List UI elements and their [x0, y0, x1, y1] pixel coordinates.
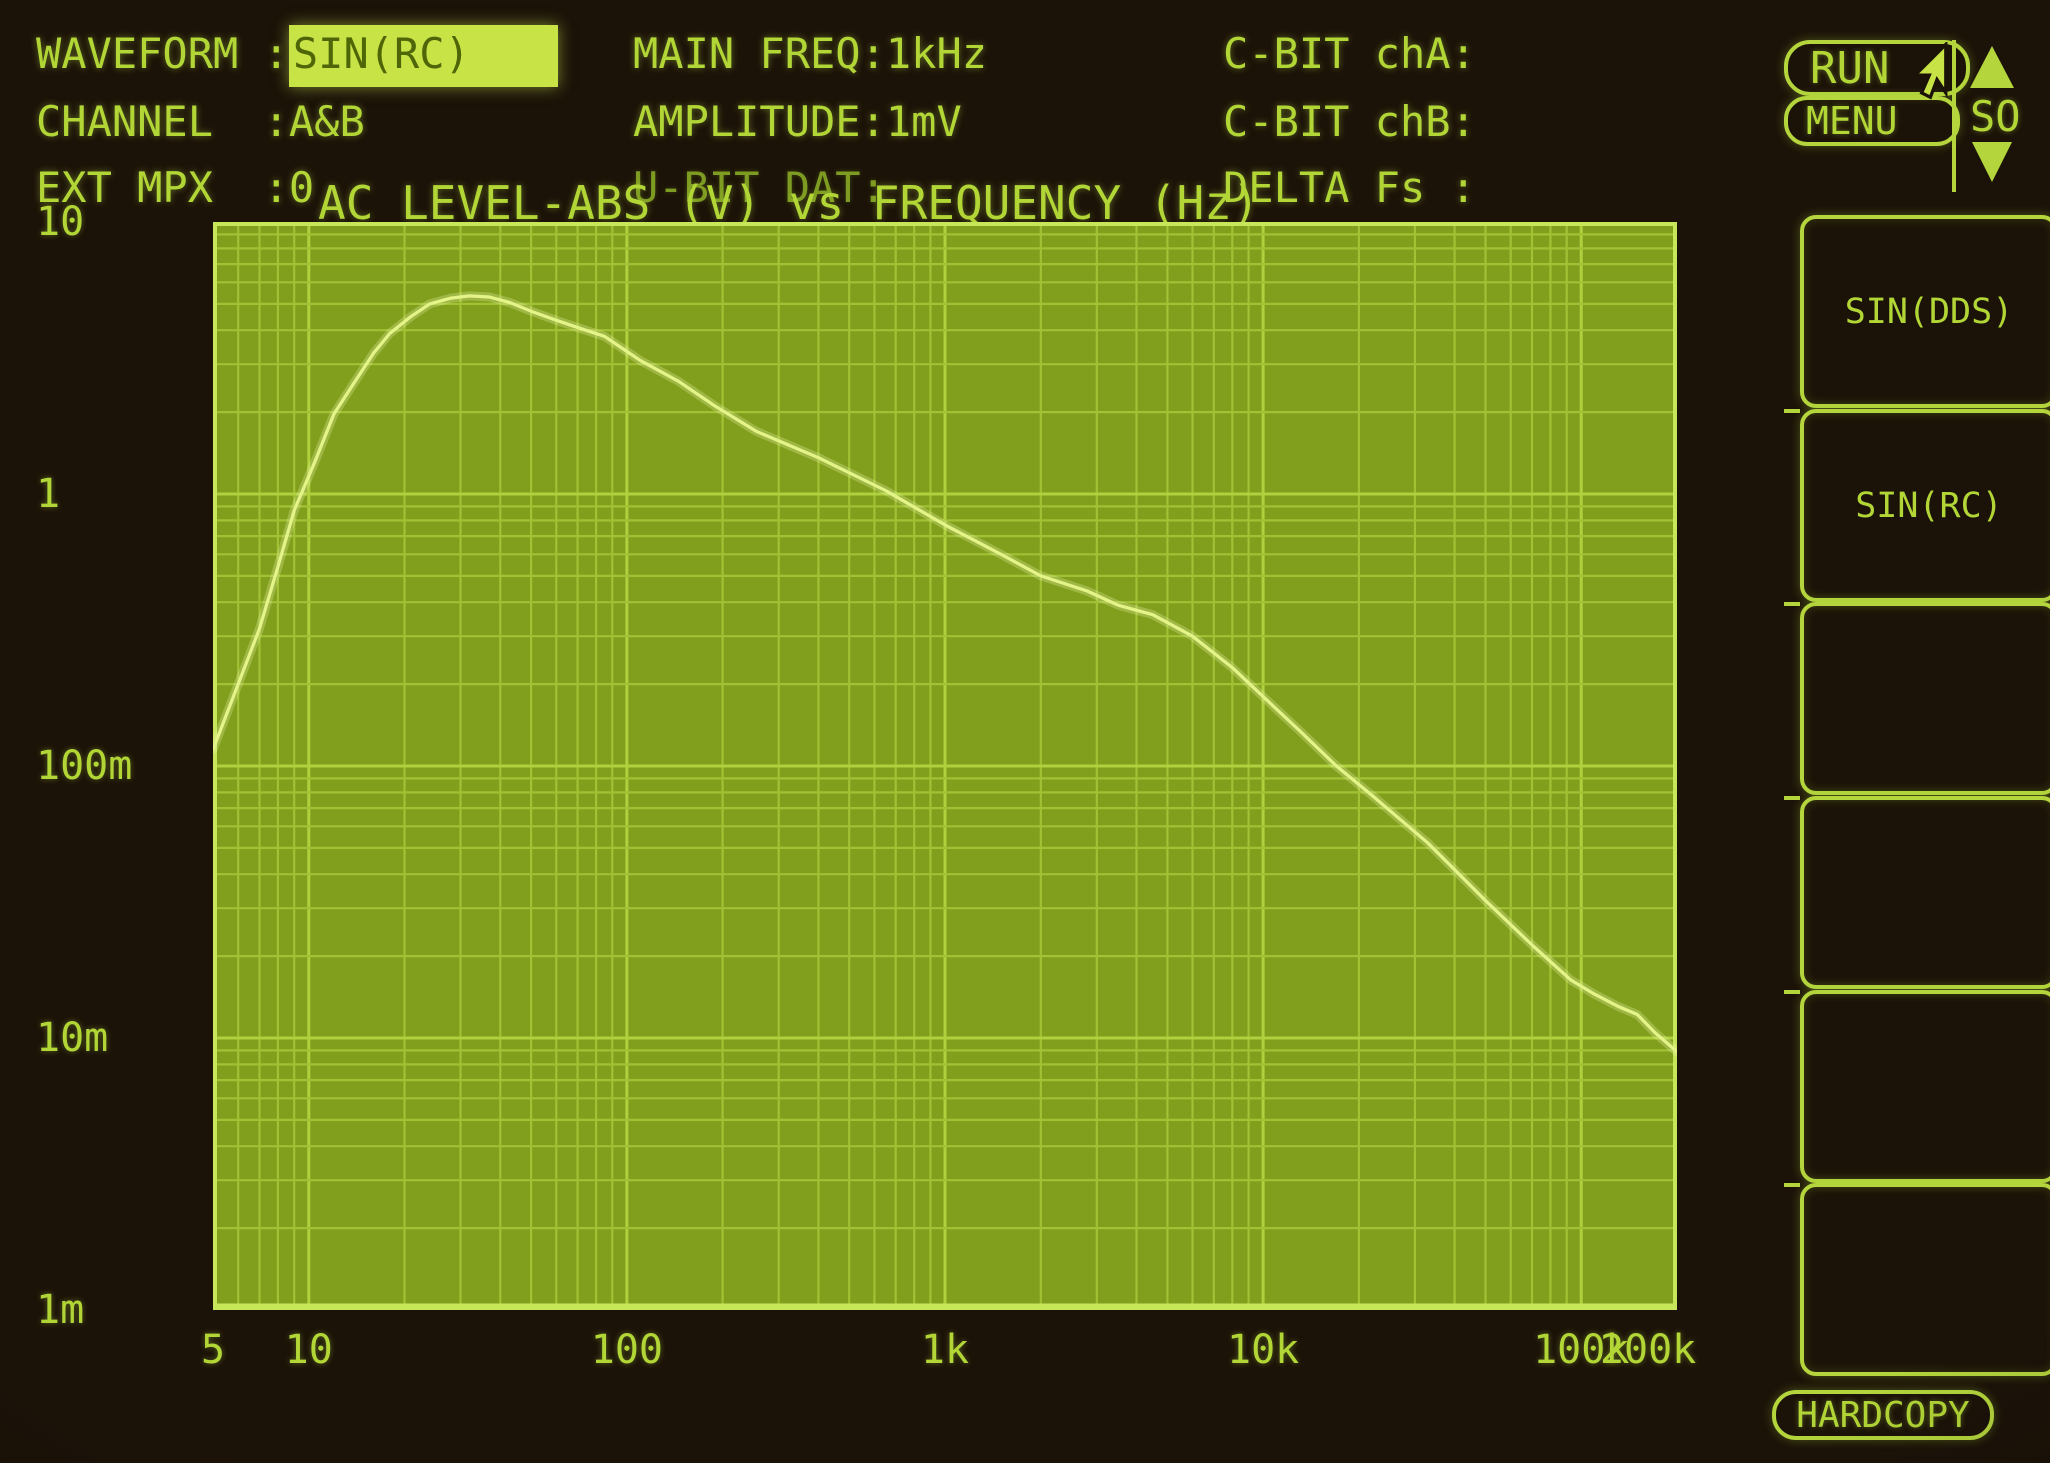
- softkey-label: SIN(DDS): [1844, 291, 2014, 332]
- y-tick-label: 10m: [36, 1015, 109, 1061]
- channel-label: CHANNEL :: [36, 97, 289, 146]
- c-bit-chb-label: C-BIT chB:: [1223, 97, 1476, 146]
- frequency-response-plot: [213, 222, 1677, 1310]
- scroll-separator-line: [1952, 40, 1956, 192]
- main-freq-row: MAIN FREQ:1kHz: [633, 28, 987, 80]
- x-tick-label: 10: [284, 1327, 333, 1373]
- waveform-label: WAVEFORM :: [36, 29, 289, 78]
- main-freq-value[interactable]: 1kHz: [885, 29, 988, 78]
- softkey-label: SIN(RC): [1855, 485, 2003, 526]
- scroll-down-arrow-icon[interactable]: [1972, 142, 2012, 182]
- softkey-empty-5[interactable]: [1784, 990, 2050, 1183]
- softkey-empty-4[interactable]: [1784, 796, 2050, 989]
- chart-title: AC LEVEL-ABS (V) vs FREQUENCY (Hz): [318, 176, 1260, 230]
- c-bit-chb-row: C-BIT chB:: [1223, 96, 1476, 148]
- waveform-row: WAVEFORM :SIN(RC): [36, 25, 558, 87]
- hardcopy-button[interactable]: HARDCOPY: [1772, 1390, 1994, 1440]
- u-bit-dat-label: U-BIT DAT:: [633, 163, 886, 212]
- x-tick-label: 100: [590, 1327, 663, 1373]
- softkey-empty-6[interactable]: [1784, 1183, 2050, 1376]
- ext-mpx-row: EXT MPX :0: [36, 162, 314, 214]
- ext-mpx-label: EXT MPX :: [36, 163, 289, 212]
- menu-button[interactable]: MENU: [1784, 96, 1960, 146]
- y-tick-label: 10: [36, 199, 85, 245]
- x-tick-label: 100k: [1533, 1327, 1630, 1373]
- y-tick-label: 100m: [36, 743, 133, 789]
- softkey-sin-dds[interactable]: SIN(DDS): [1800, 215, 2050, 408]
- delta-fs-label: DELTA Fs :: [1223, 163, 1476, 212]
- c-bit-cha-row: C-BIT chA:: [1223, 28, 1476, 80]
- amplitude-label: AMPLITUDE:: [633, 97, 886, 146]
- softkey-sin-rc[interactable]: SIN(RC): [1784, 409, 2050, 602]
- softkey-empty-3[interactable]: [1784, 602, 2050, 795]
- main-freq-label: MAIN FREQ:: [633, 29, 886, 78]
- x-tick-label: 10k: [1226, 1327, 1300, 1373]
- mouse-cursor-icon: [1911, 42, 1948, 100]
- x-tick-label: 200k: [1599, 1327, 1697, 1373]
- x-tick-label: 5: [200, 1327, 226, 1373]
- ext-mpx-value[interactable]: 0: [288, 163, 315, 212]
- hardcopy-button-label: HARDCOPY: [1796, 1394, 1970, 1436]
- y-tick-label: 1m: [36, 1287, 85, 1333]
- channel-value[interactable]: A&B: [288, 97, 365, 146]
- channel-row: CHANNEL :A&B: [36, 96, 365, 148]
- run-button-label: RUN: [1810, 42, 1890, 94]
- amplitude-value[interactable]: 1mV: [885, 97, 962, 146]
- delta-fs-row: DELTA Fs :: [1223, 162, 1476, 214]
- y-tick-label: 1: [36, 471, 61, 517]
- scroll-up-arrow-icon[interactable]: [1970, 46, 2014, 88]
- amplitude-row: AMPLITUDE:1mV: [633, 96, 962, 148]
- scroll-label: SO: [1970, 92, 2021, 141]
- waveform-value-field[interactable]: SIN(RC): [288, 25, 558, 87]
- x-tick-label: 1k: [920, 1327, 970, 1373]
- u-bit-dat-row: U-BIT DAT:: [633, 162, 886, 214]
- c-bit-cha-label: C-BIT chA:: [1223, 29, 1476, 78]
- run-button[interactable]: RUN: [1784, 40, 1970, 96]
- menu-button-label: MENU: [1806, 99, 1898, 143]
